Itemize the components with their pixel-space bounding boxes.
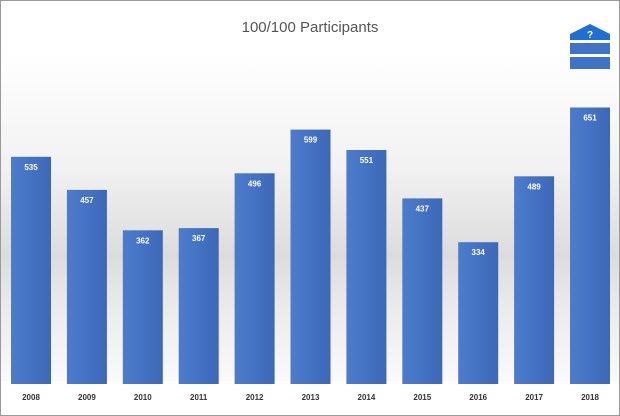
bar-2012 [234, 173, 275, 384]
data-label-2009: 457 [80, 196, 94, 205]
data-label-2018: 651 [583, 114, 597, 123]
bar-2008 [11, 156, 51, 384]
data-label-2011: 367 [192, 234, 206, 243]
x-tick-label-2009: 2009 [78, 393, 96, 402]
arrow-shaft [570, 34, 610, 40]
x-tick-label-2015: 2015 [413, 393, 431, 402]
bar-2009 [66, 189, 107, 384]
bar-2016 [458, 242, 499, 384]
data-label-2017: 489 [527, 182, 541, 191]
x-tick-label-2013: 2013 [302, 393, 320, 402]
x-tick-label-2014: 2014 [358, 393, 376, 402]
data-label-2015: 437 [416, 204, 430, 213]
x-tick-label-2017: 2017 [525, 393, 543, 402]
data-label-2012: 496 [248, 179, 262, 188]
chart-title: 100/100 Participants [241, 19, 379, 36]
x-tick-label-2012: 2012 [246, 393, 264, 402]
data-label-2016: 334 [472, 248, 486, 257]
bar-2015 [402, 198, 443, 384]
data-label-2013: 599 [304, 136, 318, 145]
bar-2011 [178, 228, 219, 384]
x-tick-label-2008: 2008 [22, 393, 40, 402]
question-arrow-icon: ? [570, 24, 610, 69]
bar-2013 [290, 129, 331, 384]
bar-2014 [346, 150, 387, 384]
bar-2017 [514, 176, 555, 384]
stripe-2 [570, 57, 610, 69]
data-label-2010: 362 [136, 236, 150, 245]
x-tick-label-2011: 2011 [190, 393, 208, 402]
x-tick-label-2016: 2016 [469, 393, 487, 402]
data-label-2008: 535 [24, 163, 38, 172]
annotation-text: ? [587, 30, 593, 41]
data-label-2014: 551 [360, 156, 374, 165]
x-tick-label-2010: 2010 [134, 393, 152, 402]
arrow-head [570, 24, 610, 34]
bar-2018 [570, 107, 610, 384]
stripe-1 [570, 43, 610, 54]
x-tick-label-2018: 2018 [581, 393, 599, 402]
bar-2010 [122, 230, 163, 384]
